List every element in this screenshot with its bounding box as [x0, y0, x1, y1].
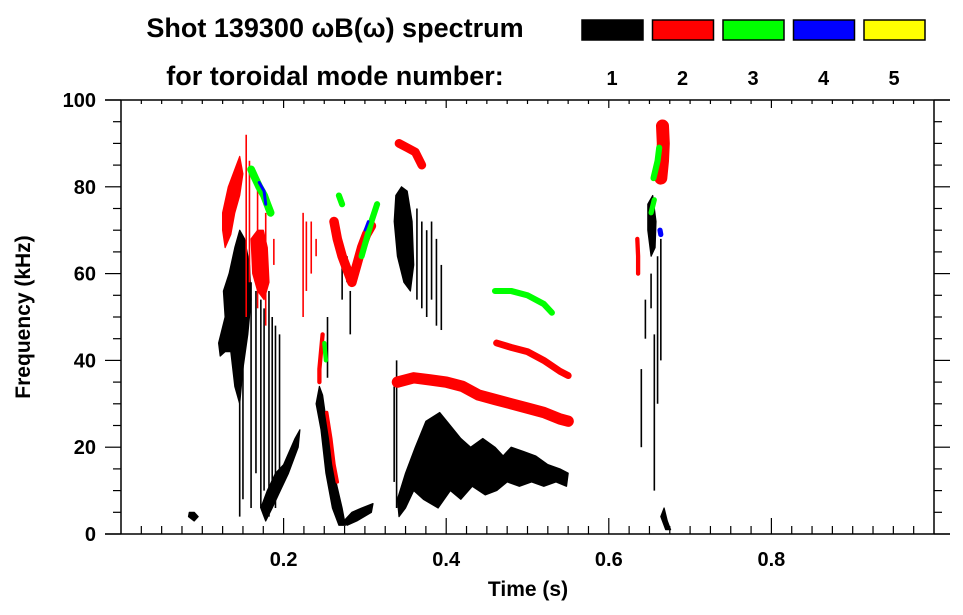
mode-4-feature-band	[657, 227, 664, 238]
mode-3-feature-band	[491, 287, 555, 316]
y-axis-label: Frequency (kHz)	[12, 235, 35, 398]
spectrogram-features	[187, 119, 672, 531]
mode-2-feature-band	[635, 236, 641, 276]
y-tick-label: 40	[74, 350, 96, 372]
mode-1-feature	[187, 511, 199, 522]
mode-1-feature	[315, 385, 346, 526]
mode-3-feature-band	[322, 340, 329, 363]
legend-swatch-mode-5	[863, 19, 926, 41]
chart-title-line2: for toroidal mode number:	[166, 61, 504, 91]
legend-label-mode-5: 5	[888, 68, 899, 90]
mode-3-feature-band	[358, 201, 381, 260]
legend-label-mode-2: 2	[677, 68, 688, 90]
legend-label-mode-3: 3	[747, 68, 758, 90]
legend-swatch-mode-3	[722, 19, 785, 41]
mode-2-feature	[250, 229, 270, 301]
mode-1-feature	[396, 411, 569, 518]
mode-2-feature-band	[654, 119, 670, 185]
legend-label-mode-1: 1	[606, 68, 617, 90]
mode-4-feature-band	[363, 220, 370, 232]
mode-2-feature-band	[324, 410, 340, 484]
plot-axes	[105, 99, 950, 535]
mode-2-feature-band	[394, 139, 427, 170]
mode-1-feature	[660, 507, 672, 531]
mode-1-feature	[393, 186, 415, 292]
mode-3-feature-band	[247, 165, 275, 217]
x-tick-label: 0.4	[432, 549, 461, 571]
y-tick-label: 60	[74, 264, 96, 286]
x-tick-label: 0.6	[595, 549, 623, 571]
y-tick-label: 0	[85, 524, 96, 546]
x-tick-label: 0.2	[270, 549, 298, 571]
y-tick-label: 80	[74, 177, 96, 199]
chart-title-line1: Shot 139300 ωB(ω) spectrum	[146, 13, 523, 43]
legend-swatch-mode-4	[792, 19, 856, 41]
y-tick-label: 100	[63, 90, 96, 112]
mode-2-feature	[222, 155, 244, 249]
mode-4-feature-band	[257, 181, 268, 206]
legend-swatch-mode-1	[581, 19, 644, 41]
mode-1-feature	[343, 503, 374, 526]
mode-3-feature-band	[648, 197, 657, 216]
mode-1-feature	[260, 429, 301, 522]
y-tick-label: 20	[74, 437, 96, 459]
x-axis-label: Time (s)	[488, 578, 568, 601]
legend-swatch-mode-2	[651, 19, 715, 41]
tick-labels: 0.2 0.4 0.6 0.8 0 20 40 60 80 100	[63, 90, 786, 571]
mode-3-feature-band	[650, 144, 663, 182]
mode-3-feature-band	[335, 192, 346, 208]
legend-label-mode-4: 4	[818, 68, 830, 90]
legend: 1 2 3 4 5	[581, 19, 926, 90]
x-tick-label: 0.8	[757, 549, 785, 571]
mode-2-feature-band	[391, 372, 574, 427]
mode-2-feature-band	[493, 339, 572, 380]
mode-2-feature-band	[317, 332, 325, 385]
